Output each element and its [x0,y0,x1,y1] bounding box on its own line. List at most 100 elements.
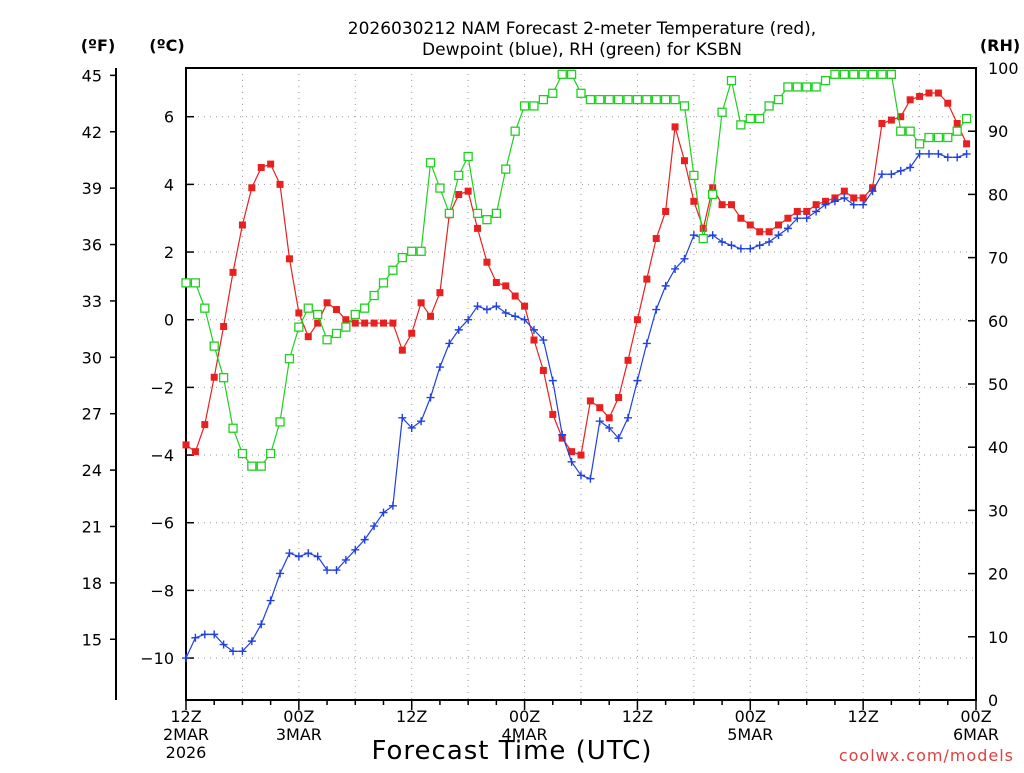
dewpoint-series-point [812,207,821,216]
rh-series-point [294,322,304,332]
rh-series-point [839,69,849,79]
temperature-series-point [304,333,312,341]
dewpoint-series-point [360,535,369,544]
rh-series-point [454,170,464,181]
dewpoint-series-point [238,647,247,656]
rh-series-point [613,94,624,105]
grid-layer [186,68,976,700]
rh-series-point [773,94,784,105]
dewpoint-series-point [435,363,444,372]
rh-series-point [388,265,398,275]
dewpoint-series-point [859,200,868,209]
temperature-series-point [182,441,190,449]
dewpoint-series-point [511,312,520,321]
rh-series-point [886,69,897,79]
temperature-series-point [492,279,500,287]
dewpoint-series-point [586,474,595,483]
rh-series-point [501,164,511,174]
dewpoint-series-point [492,302,501,311]
dewpoint-series-point [219,640,228,649]
temperature-series-point [793,207,801,215]
dewpoint-series-point [210,630,219,639]
rh-series-point [877,69,887,79]
temperature-series-point [521,302,529,310]
dewpoint-series-point [417,417,426,426]
fahrenheit-unit-label: (ºF) [81,36,116,55]
celsius-tick-label: 0 [164,311,174,330]
temperature-series-point [897,113,905,121]
rh-series-point [529,101,539,111]
dewpoint-series-point [407,423,416,432]
fahrenheit-tick-label: 24 [82,461,102,480]
dewpoint-series-point [708,231,717,240]
rh-series-point [378,278,389,288]
rh-series-point [472,208,483,219]
dewpoint-series-point [464,315,473,324]
temperature-series-point [549,410,557,418]
rh-series [181,69,972,471]
temperature-series-point [257,163,265,171]
dewpoint-series-point [943,153,952,162]
temperature-series-point [210,373,218,381]
rh-series-point [679,101,690,111]
dewpoint-series-point [426,393,435,402]
fahrenheit-tick-label: 45 [82,66,102,85]
temperature-series-point [539,366,547,374]
rh-series-point [632,94,643,105]
temperature-series-point [944,99,952,107]
rh-series-point [548,88,558,98]
celsius-tick-label: −10 [140,649,174,668]
x-tick-label: 5MAR [727,725,773,744]
rh-series-point [181,278,191,288]
rh-series-point [576,88,586,98]
fahrenheit-tick-label: 36 [82,236,102,255]
celsius-tick-label: 2 [164,243,174,262]
temperature-series-point [605,414,613,422]
temperature-series-point [850,194,858,202]
dewpoint-series-point [642,339,651,348]
temperature-series-point [238,221,246,229]
temperature-series-point [332,306,340,314]
temperature-series-point [643,275,651,283]
rh-series-point [237,448,248,459]
dewpoint-series-line [185,153,967,659]
x-tick-label: 4MAR [502,725,548,744]
rh-series-point [256,461,266,471]
rh-tick-label: 80 [988,185,1008,204]
rh-series-point [209,341,219,351]
dewpoint-series-point [257,620,266,629]
rh-series-point [510,126,520,136]
x-tick-label: 3MAR [276,725,322,744]
rh-tick-label: 40 [988,438,1008,457]
chart-title-line-1: 2026030212 NAM Forecast 2-meter Temperat… [348,19,816,39]
dewpoint-series-point [595,417,604,426]
rh-series-point [896,126,906,136]
x-tick-label: 12Z [622,707,653,726]
rh-series-point [943,132,953,143]
x-tick-label: 00Z [283,707,314,726]
fahrenheit-tick-label: 21 [82,517,102,536]
x-tick-label: 2MAR [163,725,209,744]
dewpoint-series-point [614,434,623,443]
rh-series-point [849,69,859,79]
temperature-series-point [568,448,576,456]
rh-series-point [642,94,652,105]
rh-series-point [595,94,605,105]
fahrenheit-tick-label: 15 [82,630,102,649]
dewpoint-series-point [276,569,285,578]
dewpoint-series-point [887,170,896,179]
temperature-series-point [916,92,924,100]
dewpoint-series-point [182,654,190,663]
rh-series-point [313,309,323,320]
temperature-series-point [370,319,378,327]
rh-tick-label: 10 [988,628,1008,647]
rh-series-point [830,69,840,79]
temperature-series-point [314,319,322,327]
rh-series-point [717,107,727,117]
rh-series-point [783,82,793,92]
rh-tick-label: 90 [988,122,1008,141]
temperature-series-point [408,329,416,337]
temperature-series-line [185,92,968,456]
rh-series-point [867,69,878,79]
